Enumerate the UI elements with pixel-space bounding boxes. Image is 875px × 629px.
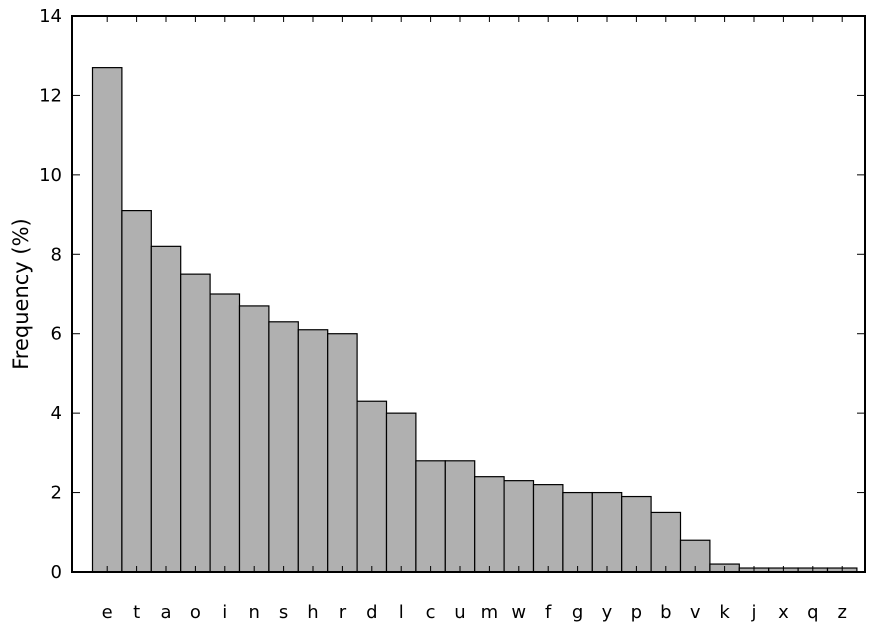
y-tick-label-14: 14 — [39, 6, 62, 27]
x-tick-label-h: h — [307, 602, 318, 623]
x-tick-label-g: g — [572, 602, 583, 623]
bar-o — [180, 273, 211, 573]
x-tick-label-k: k — [719, 602, 730, 623]
y-tick-label-6: 6 — [51, 324, 62, 345]
y-axis-title: Frequency (%) — [9, 218, 33, 370]
x-tick-label-b: b — [660, 602, 671, 623]
x-tick-label-z: z — [837, 602, 846, 623]
x-tick-label-o: o — [190, 602, 201, 623]
y-tick-label-2: 2 — [51, 483, 62, 504]
x-tick-label-r: r — [339, 602, 347, 623]
x-tick-label-u: u — [454, 602, 465, 623]
bar-l — [385, 412, 417, 573]
bar-n — [238, 305, 270, 573]
bar-c — [415, 460, 446, 573]
bar-h — [297, 329, 329, 573]
x-tick-label-f: f — [545, 602, 552, 623]
bar-f — [532, 484, 564, 573]
x-tick-label-j: j — [750, 602, 756, 623]
y-tick-label-12: 12 — [39, 85, 62, 106]
x-tick-label-q: q — [807, 602, 818, 623]
bar-i — [209, 293, 241, 573]
x-tick-label-c: c — [426, 602, 436, 623]
bar-t — [121, 210, 152, 573]
x-tick-label-v: v — [690, 602, 701, 623]
bar-u — [444, 460, 476, 573]
bar-e — [91, 67, 123, 573]
bar-y — [591, 491, 623, 573]
x-tick-label-m: m — [481, 602, 499, 623]
y-tick-label-4: 4 — [51, 403, 62, 424]
bar-w — [503, 480, 535, 573]
x-tick-label-d: d — [366, 602, 377, 623]
bar-s — [268, 321, 299, 573]
x-tick-label-n: n — [248, 602, 259, 623]
x-tick-label-t: t — [133, 602, 140, 623]
bar-g — [562, 491, 593, 573]
bar-a — [150, 245, 182, 573]
bar-p — [621, 495, 652, 573]
bar-m — [474, 476, 505, 573]
x-tick-label-p: p — [631, 602, 642, 623]
x-tick-label-e: e — [102, 602, 113, 623]
bar-b — [650, 511, 682, 573]
y-ticks: 0 2 4 6 8 10 12 14 — [39, 6, 865, 583]
y-tick-label-8: 8 — [51, 244, 62, 265]
bar-d — [356, 400, 388, 573]
x-tick-label-y: y — [602, 602, 613, 623]
y-tick-label-10: 10 — [39, 165, 62, 186]
x-tick-label-w: w — [511, 602, 526, 623]
x-tick-label-x: x — [778, 602, 789, 623]
y-tick-label-0: 0 — [51, 562, 62, 583]
bar-r — [327, 333, 358, 573]
x-tick-label-a: a — [160, 602, 171, 623]
plot-frame — [71, 15, 866, 573]
x-tick-label-s: s — [279, 602, 288, 623]
x-tick-label-i: i — [222, 602, 227, 623]
bars — [91, 67, 858, 573]
x-tick-label-l: l — [399, 602, 404, 623]
